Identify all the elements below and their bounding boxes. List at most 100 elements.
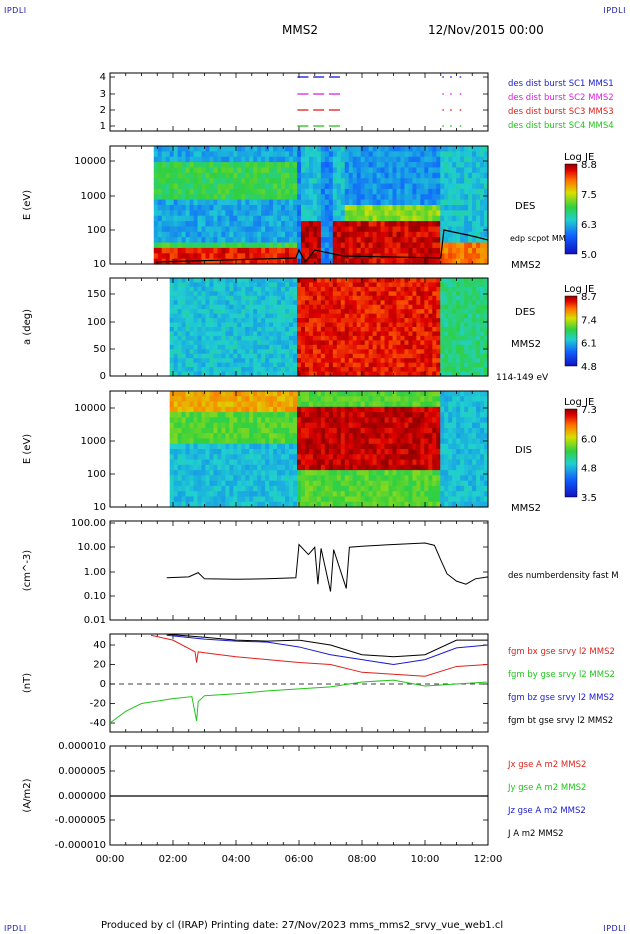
heatmap-cell	[269, 309, 274, 315]
heatmap-cell	[364, 210, 370, 217]
heatmap-cell	[424, 172, 429, 179]
heatmap-cell	[257, 475, 262, 482]
heatmap-cell	[185, 340, 191, 346]
heatmap-cell	[245, 258, 250, 265]
heatmap-cell	[237, 353, 242, 359]
heatmap-cell	[217, 247, 223, 254]
heatmap-cell	[221, 358, 226, 364]
heatmap-cell	[157, 194, 163, 201]
heatmap-cell	[169, 215, 175, 222]
heatmap-cell	[233, 480, 238, 487]
heatmap-cell	[468, 258, 473, 265]
heatmap-cell	[368, 391, 374, 397]
heatmap-cell	[312, 367, 318, 373]
heatmap-cell	[408, 215, 413, 222]
heatmap-cell	[181, 231, 187, 238]
heatmap-cell	[289, 449, 294, 455]
heatmap-cell	[316, 199, 322, 206]
heatmap-cell	[416, 335, 421, 341]
heatmap-cell	[297, 480, 302, 487]
heatmap-cell	[428, 188, 433, 195]
heatmap-cell	[265, 353, 270, 359]
heatmap-cell	[289, 188, 294, 195]
heatmap-cell	[304, 221, 310, 228]
des-pitch-tick-label: 50	[93, 344, 106, 355]
heatmap-cell	[265, 221, 270, 228]
heatmap-cell	[392, 344, 398, 350]
heatmap-cell	[432, 318, 437, 324]
heatmap-cell	[189, 188, 195, 195]
heatmap-cell	[476, 340, 481, 346]
heatmap-cell	[257, 344, 262, 350]
heatmap-cell	[225, 401, 230, 408]
heatmap-cell	[193, 242, 199, 249]
heatmap-cell	[376, 178, 382, 185]
heatmap-cell	[368, 475, 374, 482]
heatmap-cell	[328, 335, 334, 341]
heatmap-cell	[185, 371, 191, 377]
heatmap-cell	[344, 422, 350, 429]
heatmap-cell	[384, 286, 390, 292]
heatmap-cell	[189, 215, 195, 222]
heatmap-cell	[364, 496, 370, 503]
heatmap-cell	[364, 391, 370, 397]
heatmap-cell	[257, 401, 262, 408]
heatmap-cell	[424, 278, 429, 284]
heatmap-cell	[277, 464, 282, 471]
heatmap-cell	[165, 237, 171, 244]
heatmap-cell	[233, 162, 238, 169]
heatmap-cell	[293, 501, 298, 508]
heatmap-cell	[233, 454, 238, 461]
heatmap-cell	[340, 322, 346, 328]
heatmap-cell	[312, 304, 318, 310]
heatmap-cell	[448, 322, 453, 328]
heatmap-cell	[297, 199, 302, 206]
heatmap-cell	[241, 172, 246, 179]
heatmap-cell	[332, 427, 338, 434]
heatmap-cell	[261, 340, 266, 346]
heatmap-cell	[153, 242, 159, 249]
heatmap-cell	[312, 396, 318, 403]
heatmap-cell	[420, 199, 425, 206]
heatmap-cell	[181, 427, 187, 434]
heatmap-cell	[348, 318, 354, 324]
heatmap-cell	[181, 318, 187, 324]
heatmap-cell	[269, 231, 274, 238]
heatmap-cell	[376, 318, 382, 324]
heatmap-cell	[364, 282, 370, 288]
heatmap-cell	[336, 194, 342, 201]
heatmap-cell	[181, 406, 187, 413]
heatmap-cell	[169, 449, 175, 455]
heatmap-cell	[157, 162, 163, 169]
heatmap-cell	[213, 391, 219, 397]
heatmap-cell	[316, 295, 322, 301]
heatmap-cell	[392, 194, 398, 201]
heatmap-cell	[285, 210, 290, 217]
heatmap-cell	[348, 327, 354, 333]
heatmap-cell	[316, 371, 322, 377]
heatmap-cell	[456, 188, 461, 195]
heatmap-cell	[420, 318, 425, 324]
heatmap-cell	[344, 221, 350, 228]
heatmap-cell	[372, 242, 378, 249]
heatmap-cell	[217, 501, 223, 508]
heatmap-cell	[388, 286, 394, 292]
heatmap-cell	[265, 194, 270, 201]
heatmap-cell	[472, 362, 477, 368]
heatmap-cell	[420, 194, 425, 201]
heatmap-cell	[225, 304, 230, 310]
heatmap-cell	[348, 210, 354, 217]
heatmap-cell	[324, 253, 330, 260]
heatmap-cell	[201, 300, 207, 306]
heatmap-cell	[304, 401, 310, 408]
heatmap-cell	[348, 313, 354, 319]
heatmap-cell	[297, 485, 302, 492]
heatmap-cell	[352, 491, 358, 498]
heatmap-cell	[153, 226, 159, 233]
heatmap-cell	[193, 194, 199, 201]
heatmap-cell	[269, 322, 274, 328]
heatmap-cell	[460, 304, 465, 310]
heatmap-cell	[368, 194, 374, 201]
heatmap-cell	[189, 278, 195, 284]
heatmap-cell	[316, 231, 322, 238]
